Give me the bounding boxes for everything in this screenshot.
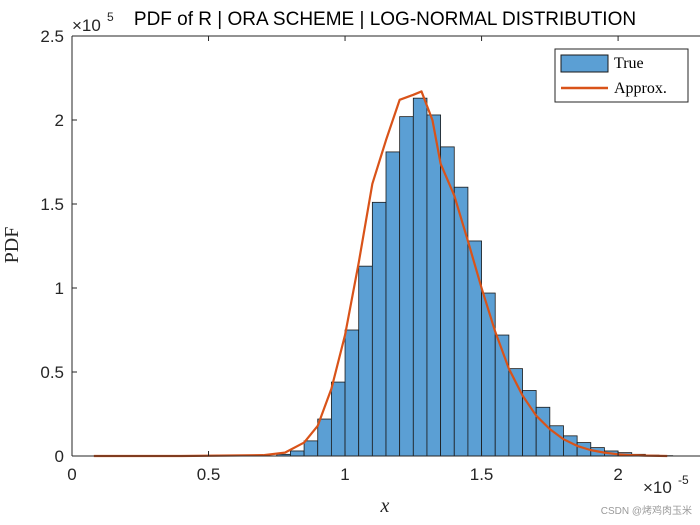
x-tick-label: 0 xyxy=(67,465,76,484)
y-tick-label: 1.5 xyxy=(40,195,64,214)
histogram-bar xyxy=(385,151,401,457)
x-tick-label: 1.5 xyxy=(470,465,494,484)
axes xyxy=(71,35,700,457)
x-tick-label: 2 xyxy=(613,465,622,484)
histogram-bar xyxy=(453,186,469,457)
histogram-bars xyxy=(276,97,674,457)
approx-line xyxy=(93,90,668,458)
histogram-bar xyxy=(317,418,332,457)
histogram-bar xyxy=(399,116,414,457)
y-axis-ticks: 0 0.5 1 1.5 2 2.5 xyxy=(40,27,77,466)
histogram-bar xyxy=(412,97,428,457)
histogram-bar xyxy=(290,450,305,457)
watermark: CSDN @烤鸡肉玉米 xyxy=(600,506,692,517)
histogram-bar xyxy=(481,292,496,457)
x-exponent-power: -5 xyxy=(678,473,689,487)
y-tick-label: 0 xyxy=(55,447,64,466)
x-tick-label: 1 xyxy=(340,465,349,484)
histogram-bar xyxy=(426,114,442,457)
legend-label-approx: Approx. xyxy=(614,80,667,97)
y-tick-label: 0.5 xyxy=(40,363,64,382)
legend-swatch-true xyxy=(560,54,609,73)
x-axis-label: x xyxy=(380,495,390,517)
histogram-bar xyxy=(535,406,551,457)
histogram-bar xyxy=(330,381,346,457)
y-exponent-power: 5 xyxy=(107,10,114,24)
chart-title: PDF of R | ORA SCHEME | LOG-NORMAL DISTR… xyxy=(134,9,636,30)
x-axis-ticks: 0 0.5 1 1.5 2 xyxy=(67,36,623,484)
y-tick-label: 2.5 xyxy=(40,27,64,46)
y-axis-label: PDF xyxy=(1,227,23,264)
y-tick-label: 2 xyxy=(55,111,64,130)
histogram-bar xyxy=(467,240,482,457)
histogram-bar xyxy=(358,265,373,457)
histogram-bar xyxy=(303,440,319,457)
histogram-bar xyxy=(344,329,360,457)
histogram-bar xyxy=(371,201,387,457)
legend: True Approx. xyxy=(554,48,689,103)
approx-line-layer xyxy=(93,90,668,458)
x-exponent-base: ×10 xyxy=(643,478,672,497)
y-exponent-base: ×10 xyxy=(72,16,101,35)
x-tick-label: 0.5 xyxy=(197,465,221,484)
y-tick-label: 1 xyxy=(55,279,64,298)
legend-label-true: True xyxy=(614,55,644,72)
